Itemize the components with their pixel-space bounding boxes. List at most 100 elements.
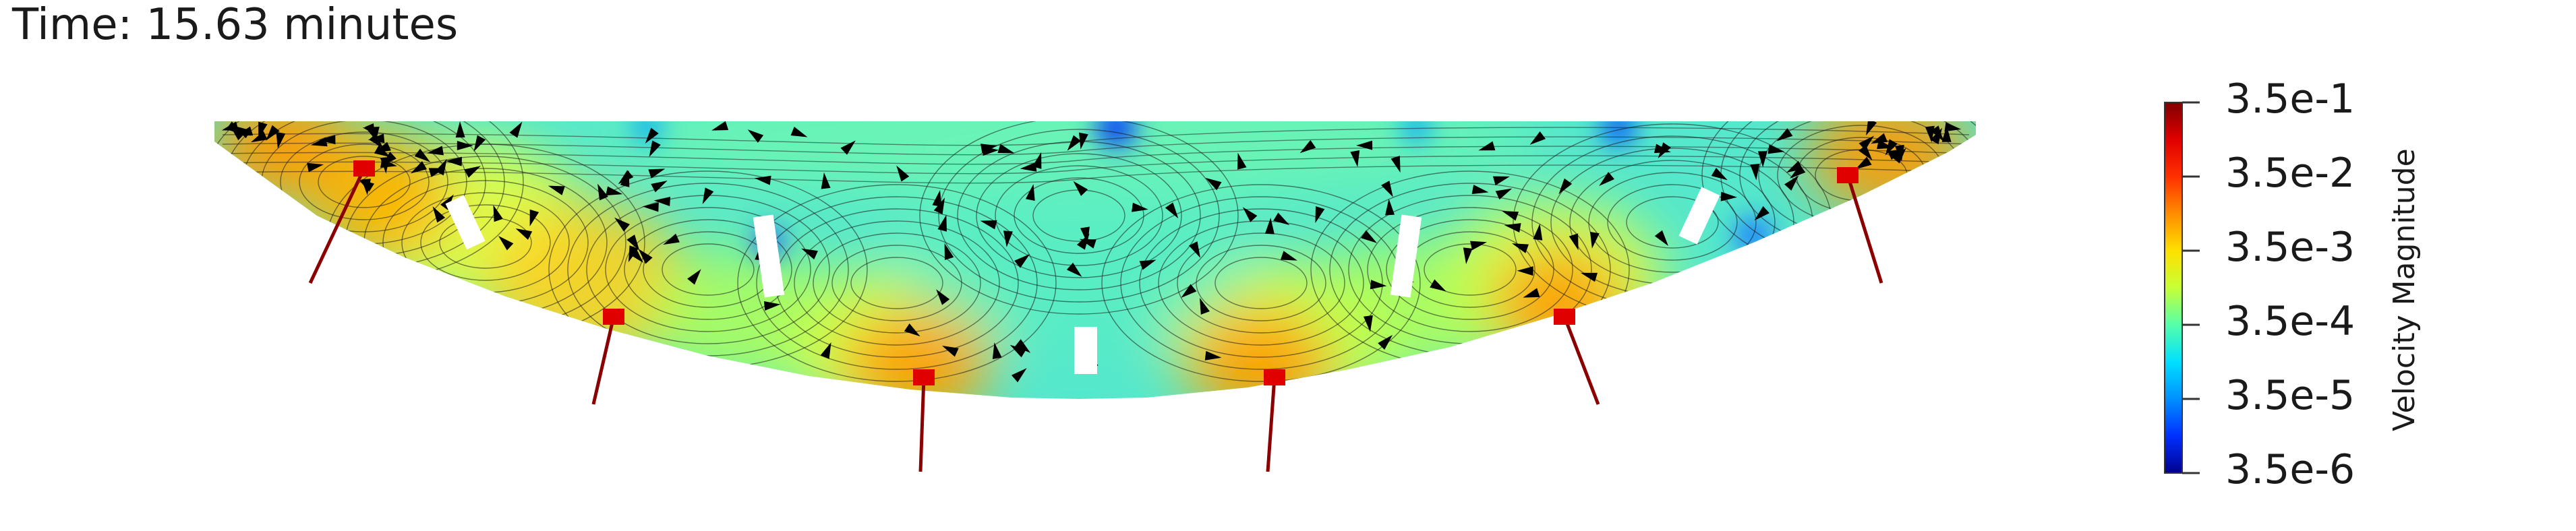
streamline (624, 219, 792, 320)
flow-arrow (663, 233, 680, 245)
flow-arrow-head (597, 183, 608, 201)
flow-arrow-head (626, 235, 640, 251)
flow-arrow-head (414, 148, 431, 162)
flow-arrow (626, 235, 640, 251)
flow-arrow (1767, 144, 1785, 154)
flow-arrow-head (1264, 218, 1275, 235)
flow-arrow-head (1315, 206, 1325, 224)
wall-notch (1074, 327, 1097, 374)
inlet-jet-line (591, 316, 616, 405)
flow-arrow (933, 197, 945, 214)
flow-arrow-head (980, 144, 997, 154)
flow-arrow-head (1430, 279, 1446, 292)
flow-arrow (1430, 279, 1446, 292)
flow-arrow-head (1470, 241, 1487, 251)
flow-arrow-head (606, 186, 623, 196)
flow-arrow-head (374, 145, 391, 158)
flow-arrow-head (1784, 175, 1799, 191)
wall-notch (445, 195, 486, 250)
flow-arrow-head (941, 346, 959, 357)
flow-arrow (1073, 181, 1088, 196)
flow-arrow (1871, 133, 1888, 144)
flow-arrow-head (1381, 181, 1393, 197)
flow-arrow-head (1858, 144, 1873, 161)
flow-arrow (645, 127, 659, 144)
colorbar-tick-label: 3.5e-5 (2225, 372, 2355, 419)
flow-arrow (1237, 152, 1247, 170)
streamline (1626, 196, 1719, 249)
flow-arrow (1025, 184, 1035, 201)
flow-arrow (1204, 350, 1222, 361)
flow-arrow-head (747, 129, 764, 143)
flow-arrow-head (1754, 206, 1769, 221)
flow-arrow-head (1750, 164, 1760, 181)
streamline (1177, 232, 1345, 334)
streamline (1367, 207, 1573, 332)
flow-arrow-head (1720, 191, 1738, 201)
flow-arrow (1014, 254, 1030, 268)
flow-arrow-head (1139, 259, 1157, 270)
streamline (605, 207, 811, 332)
flow-arrow (1504, 223, 1521, 232)
streamline (1386, 219, 1554, 320)
flow-arrow-head (515, 228, 533, 240)
flow-arrow (1502, 211, 1519, 221)
flow-arrow-head (435, 158, 447, 176)
velocity-hotspot (1807, 121, 1969, 216)
colorbar-tick-label: 3.5e-2 (2225, 150, 2355, 197)
streamline (919, 121, 1239, 315)
streamline (756, 196, 1038, 370)
flow-arrow-head (1181, 284, 1197, 299)
flow-arrow (380, 158, 397, 168)
flow-arrow (1350, 150, 1360, 167)
flow-arrow (1391, 156, 1401, 173)
flow-arrow-head (266, 125, 280, 141)
inlet-jet-nozzle (913, 369, 935, 385)
flow-arrow-head (1015, 339, 1031, 353)
flow-arrow (369, 133, 384, 149)
flow-arrow-head (801, 248, 818, 260)
streamline (976, 153, 1182, 278)
flow-arrow-head (1529, 131, 1546, 145)
flow-arrow-head (464, 166, 481, 178)
flow-arrow-head (229, 125, 245, 141)
streamline (567, 183, 849, 356)
flow-arrow-head (1512, 243, 1529, 253)
flow-arrow-head (1523, 288, 1540, 298)
flow-arrow (1495, 188, 1513, 200)
flow-arrow-head (1066, 262, 1082, 277)
flow-arrow-head (1079, 239, 1096, 249)
flow-arrow (1529, 131, 1546, 145)
flow-arrow-head (638, 249, 653, 264)
flow-arrow (493, 205, 503, 222)
streamline (1196, 245, 1326, 321)
flow-arrow-head (1589, 231, 1600, 249)
flow-arrow (1754, 206, 1769, 221)
flow-arrow-head (1478, 141, 1496, 151)
flow-arrow-head (840, 140, 856, 155)
flow-arrow-head (1658, 142, 1671, 159)
flow-arrow (1478, 141, 1496, 151)
flow-arrow-head (628, 245, 639, 263)
flow-arrow-head (1205, 177, 1222, 191)
flow-arrow-head (440, 194, 454, 210)
flow-arrow-head (457, 141, 473, 151)
flow-arrow-head (663, 233, 680, 245)
flow-arrow-head (365, 123, 376, 140)
flow-arrow (1858, 135, 1875, 150)
flow-arrow (638, 249, 653, 264)
flow-arrow-head (445, 156, 463, 166)
flow-arrow (1944, 122, 1962, 132)
flow-arrow (649, 140, 661, 157)
velocity-hotspot (897, 168, 1248, 344)
flow-arrow (801, 248, 818, 260)
flow-arrow (1533, 224, 1543, 241)
inlet-jet-nozzle (603, 309, 624, 325)
flow-arrow-head (1237, 152, 1247, 170)
flow-arrow (473, 135, 486, 152)
inlet-jet-nozzle (1837, 167, 1858, 183)
streamline (1607, 184, 1738, 261)
flow-arrow (653, 197, 671, 206)
flow-arrow (266, 125, 280, 141)
flow-arrow-head (1014, 254, 1030, 268)
